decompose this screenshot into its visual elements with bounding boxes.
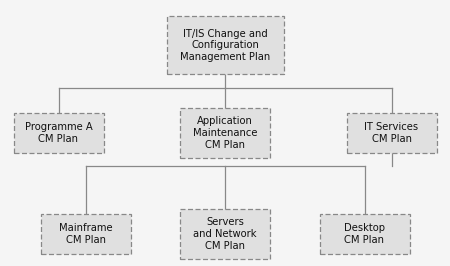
FancyBboxPatch shape [180, 209, 270, 259]
Text: IT Services
CM Plan: IT Services CM Plan [364, 122, 418, 144]
FancyBboxPatch shape [346, 113, 436, 153]
FancyBboxPatch shape [14, 113, 104, 153]
Text: Programme A
CM Plan: Programme A CM Plan [25, 122, 92, 144]
FancyBboxPatch shape [320, 214, 410, 254]
FancyBboxPatch shape [40, 214, 130, 254]
Text: Mainframe
CM Plan: Mainframe CM Plan [58, 223, 112, 245]
Text: Application
Maintenance
CM Plan: Application Maintenance CM Plan [193, 117, 257, 149]
FancyBboxPatch shape [180, 108, 270, 158]
FancyBboxPatch shape [166, 16, 284, 74]
Text: IT/IS Change and
Configuration
Management Plan: IT/IS Change and Configuration Managemen… [180, 29, 270, 62]
Text: Servers
and Network
CM Plan: Servers and Network CM Plan [193, 218, 257, 251]
Text: Desktop
CM Plan: Desktop CM Plan [344, 223, 385, 245]
